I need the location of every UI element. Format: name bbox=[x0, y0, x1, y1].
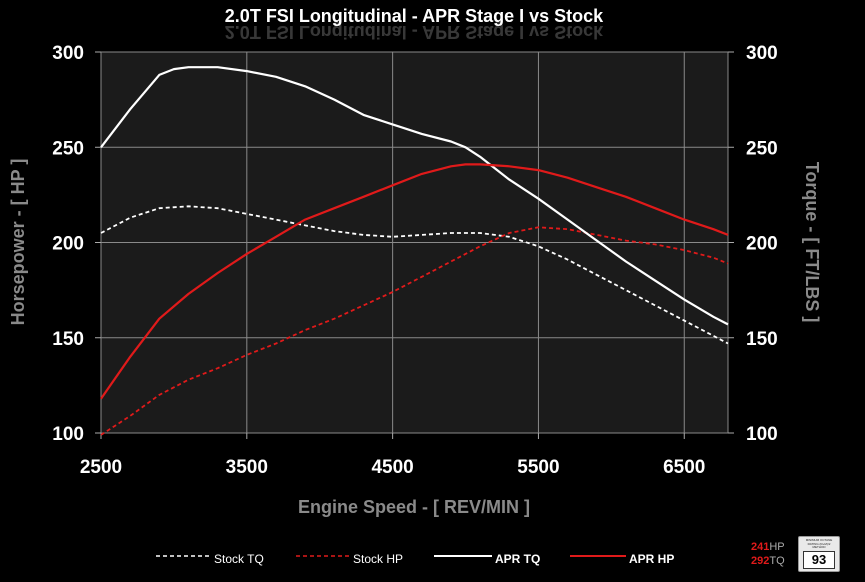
left-tick-label: 200 bbox=[52, 234, 84, 255]
legend-label-stock-tq: Stock TQ bbox=[214, 552, 264, 566]
octane-value: 93 bbox=[803, 551, 835, 569]
power-badge: 241HP 292TQ MINIMUM OCTANE RATING (R+M)/… bbox=[748, 536, 858, 574]
series-line-apr-hp bbox=[100, 163, 729, 400]
peak-tq-value: 292 bbox=[751, 555, 770, 567]
left-tick-label: 300 bbox=[52, 43, 84, 64]
right-tick-label: 200 bbox=[746, 234, 778, 255]
peak-hp-unit: HP bbox=[769, 541, 785, 553]
peak-hp-value: 241 bbox=[751, 541, 770, 553]
legend-label-stock-hp: Stock HP bbox=[353, 552, 403, 566]
x-axis-ticks: 2500 3500 4500 5500 6500 bbox=[80, 457, 706, 478]
x-tick-label: 6500 bbox=[663, 457, 705, 478]
x-tick-label: 3500 bbox=[226, 457, 268, 478]
legend: Stock TQ Stock HP APR TQ APR HP bbox=[156, 552, 674, 566]
right-tick-label: 100 bbox=[746, 424, 778, 445]
peak-tq-unit: TQ bbox=[769, 555, 785, 567]
left-tick-label: 250 bbox=[52, 138, 84, 159]
x-tick-label: 2500 bbox=[80, 457, 122, 478]
octane-fine-print: MINIMUM OCTANE RATING (R+M)/2 METHOD bbox=[805, 538, 833, 549]
left-axis-label: Horsepower - [ HP ] bbox=[8, 159, 28, 326]
legend-label-apr-tq: APR TQ bbox=[495, 552, 540, 566]
left-axis-ticks: 100 150 200 250 300 bbox=[52, 43, 84, 445]
right-axis-ticks: 100 150 200 250 300 bbox=[746, 43, 778, 445]
grid bbox=[100, 51, 728, 434]
octane-rating-label: MINIMUM OCTANE RATING (R+M)/2 METHOD 93 bbox=[798, 536, 840, 572]
series-line-stock-tq bbox=[100, 205, 729, 345]
series-lines bbox=[100, 66, 729, 436]
left-tick-label: 100 bbox=[52, 424, 84, 445]
legend-label-apr-hp: APR HP bbox=[629, 552, 674, 566]
x-axis-label: Engine Speed - [ REV/MIN ] bbox=[298, 497, 530, 517]
right-tick-label: 250 bbox=[746, 138, 778, 159]
series-line-stock-hp bbox=[100, 226, 729, 436]
left-tick-label: 150 bbox=[52, 329, 84, 350]
peak-tq: 292TQ bbox=[751, 555, 785, 567]
peak-hp: 241HP bbox=[751, 541, 785, 553]
right-tick-label: 150 bbox=[746, 329, 778, 350]
x-tick-label: 5500 bbox=[517, 457, 559, 478]
right-tick-label: 300 bbox=[746, 43, 778, 64]
chart-title: 2.0T FSI Longitudinal - APR Stage I vs S… bbox=[225, 6, 604, 26]
series-line-apr-tq bbox=[100, 66, 729, 326]
chart-title-reflection: 2.0T FSI Longitudinal - APR Stage I vs S… bbox=[225, 22, 604, 42]
right-axis-label: Torque - [ FT/LBS ] bbox=[802, 162, 822, 323]
x-tick-label: 4500 bbox=[371, 457, 413, 478]
